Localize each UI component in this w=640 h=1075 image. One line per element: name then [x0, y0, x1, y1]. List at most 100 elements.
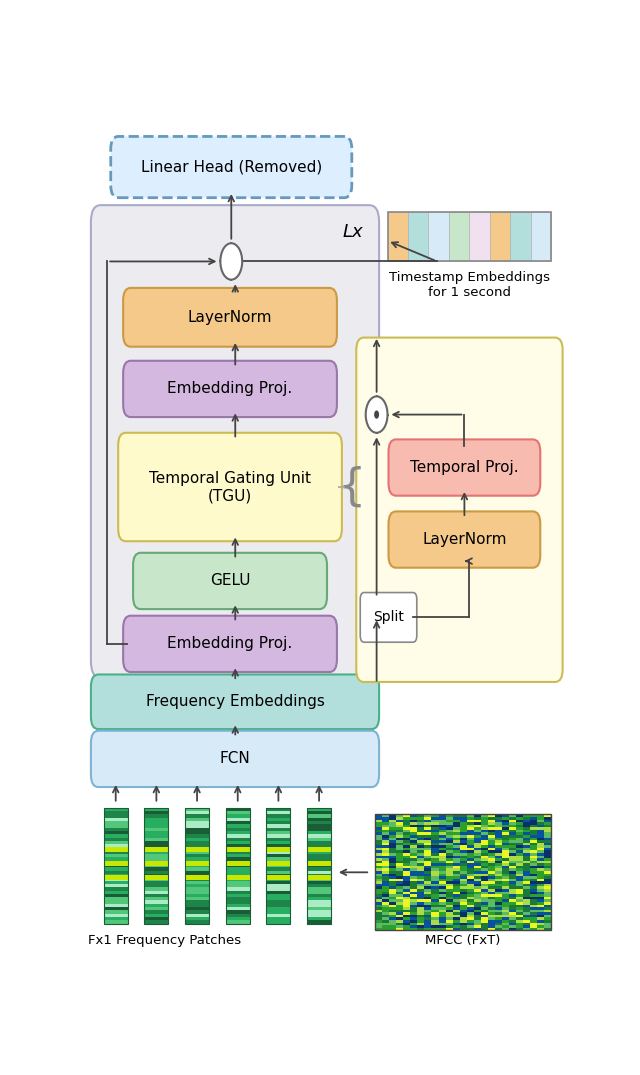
- Bar: [431, 917, 438, 920]
- Bar: [403, 869, 410, 871]
- Bar: [403, 865, 410, 869]
- Bar: [185, 898, 209, 901]
- Bar: [474, 891, 481, 894]
- Bar: [509, 825, 516, 828]
- Bar: [410, 858, 417, 861]
- Bar: [389, 835, 396, 837]
- Bar: [460, 894, 467, 897]
- Bar: [502, 920, 509, 922]
- Bar: [488, 861, 495, 863]
- Bar: [226, 875, 250, 879]
- Bar: [266, 880, 291, 884]
- Bar: [408, 212, 428, 261]
- Bar: [460, 837, 467, 841]
- Bar: [474, 878, 481, 882]
- Bar: [389, 900, 396, 902]
- Bar: [266, 871, 291, 874]
- Bar: [445, 913, 452, 915]
- Bar: [467, 889, 474, 891]
- Bar: [424, 830, 431, 832]
- Bar: [396, 928, 403, 930]
- Bar: [544, 830, 551, 832]
- Bar: [509, 861, 516, 863]
- Bar: [145, 871, 168, 874]
- Bar: [307, 858, 331, 861]
- Bar: [481, 920, 488, 922]
- Bar: [396, 848, 403, 850]
- Bar: [516, 856, 523, 858]
- Bar: [403, 825, 410, 828]
- Bar: [396, 887, 403, 889]
- Bar: [474, 904, 481, 907]
- Bar: [389, 902, 396, 904]
- Bar: [502, 909, 509, 913]
- Bar: [460, 884, 467, 887]
- Bar: [445, 817, 452, 819]
- Bar: [424, 841, 431, 843]
- Bar: [438, 869, 445, 871]
- Bar: [375, 871, 382, 874]
- Bar: [516, 848, 523, 850]
- Bar: [266, 890, 291, 893]
- Bar: [502, 815, 509, 817]
- Bar: [307, 861, 331, 864]
- Bar: [226, 861, 250, 865]
- Bar: [417, 889, 424, 891]
- Bar: [530, 922, 537, 926]
- Bar: [438, 897, 445, 900]
- Bar: [523, 882, 530, 884]
- Text: LayerNorm: LayerNorm: [422, 532, 507, 547]
- Bar: [410, 819, 417, 822]
- Bar: [502, 874, 509, 876]
- Bar: [410, 871, 417, 874]
- Bar: [389, 843, 396, 845]
- Bar: [307, 890, 331, 893]
- Bar: [410, 835, 417, 837]
- Bar: [537, 900, 544, 902]
- FancyBboxPatch shape: [123, 361, 337, 417]
- Bar: [523, 841, 530, 843]
- Bar: [474, 920, 481, 922]
- Bar: [523, 884, 530, 887]
- Bar: [474, 850, 481, 852]
- Bar: [226, 841, 250, 844]
- Bar: [509, 882, 516, 884]
- Bar: [502, 817, 509, 819]
- Bar: [452, 835, 460, 837]
- Bar: [544, 876, 551, 878]
- Bar: [403, 928, 410, 930]
- Bar: [145, 850, 168, 855]
- FancyBboxPatch shape: [91, 205, 379, 678]
- Bar: [495, 876, 502, 878]
- Bar: [396, 843, 403, 845]
- Bar: [502, 825, 509, 828]
- Bar: [145, 920, 168, 923]
- Bar: [516, 819, 523, 822]
- Bar: [375, 894, 382, 897]
- Bar: [396, 902, 403, 904]
- Bar: [382, 837, 389, 841]
- Bar: [481, 909, 488, 913]
- Bar: [185, 847, 209, 850]
- Bar: [523, 900, 530, 902]
- Bar: [530, 837, 537, 841]
- Bar: [530, 894, 537, 897]
- Bar: [544, 837, 551, 841]
- Bar: [417, 861, 424, 863]
- Text: Timestamp Embeddings
for 1 second: Timestamp Embeddings for 1 second: [389, 271, 550, 299]
- Bar: [410, 837, 417, 841]
- Bar: [424, 832, 431, 835]
- Bar: [530, 856, 537, 858]
- Bar: [481, 894, 488, 897]
- Bar: [523, 894, 530, 897]
- Bar: [145, 887, 168, 890]
- Text: Frequency Embeddings: Frequency Embeddings: [145, 694, 324, 710]
- Bar: [474, 837, 481, 841]
- Bar: [488, 928, 495, 930]
- Bar: [307, 837, 331, 841]
- Bar: [104, 898, 127, 901]
- Bar: [502, 858, 509, 861]
- Bar: [185, 825, 209, 828]
- Bar: [495, 887, 502, 889]
- Bar: [502, 837, 509, 841]
